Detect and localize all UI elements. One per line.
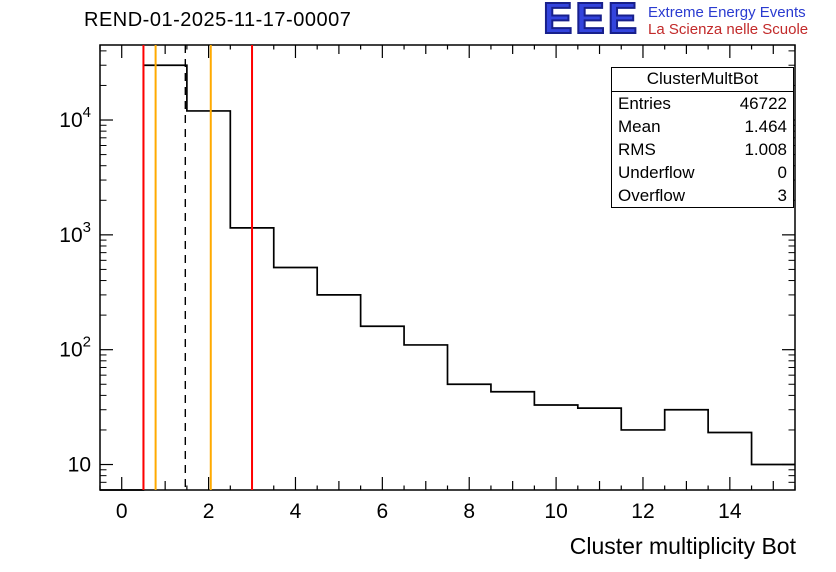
stats-row: RMS 1.008 [612,138,793,161]
stats-value: 1.464 [744,117,787,136]
stats-label: RMS [618,140,656,159]
stats-row: Underflow 0 [612,161,793,184]
svg-text:14: 14 [718,500,742,523]
svg-text:8: 8 [463,500,475,523]
stats-box: ClusterMultBot Entries 46722 Mean 1.464 … [611,67,794,208]
svg-text:12: 12 [631,500,654,523]
stats-row: Entries 46722 [612,92,793,115]
stats-label: Underflow [618,163,695,182]
svg-text:2: 2 [203,500,215,523]
stats-value: 1.008 [744,140,787,159]
stats-value: 0 [777,163,787,182]
plot-title: REND-01-2025-11-17-00007 [84,9,352,31]
eee-logo-line1: Extreme Energy Events [648,4,806,21]
stats-value: 46722 [739,94,787,113]
svg-text:0: 0 [116,500,128,523]
stats-label: Overflow [618,186,686,205]
stats-label: Mean [618,117,661,136]
eee-logo: EEE Extreme Energy Events La Scienza nel… [542,0,808,43]
histogram-line [100,64,795,491]
svg-text:10: 10 [544,500,567,523]
svg-text:4: 4 [290,500,302,523]
eee-logo-acronym: EEE [542,0,641,43]
eee-logo-text: Extreme Energy Events La Scienza nelle S… [648,4,808,38]
svg-text:102: 102 [59,334,91,362]
stats-label: Entries [618,94,671,113]
svg-text:103: 103 [59,219,91,247]
x-axis-title: Cluster multiplicity Bot [569,533,796,559]
stats-value: 3 [777,186,787,205]
svg-text:10: 10 [68,454,91,477]
eee-logo-line2: La Scienza nelle Scuole [648,21,809,38]
stats-box-title: ClusterMultBot [612,68,793,92]
svg-text:6: 6 [377,500,389,523]
stats-row: Overflow 3 [612,184,793,207]
stats-row: Mean 1.464 [612,115,793,138]
svg-text:104: 104 [59,104,91,132]
